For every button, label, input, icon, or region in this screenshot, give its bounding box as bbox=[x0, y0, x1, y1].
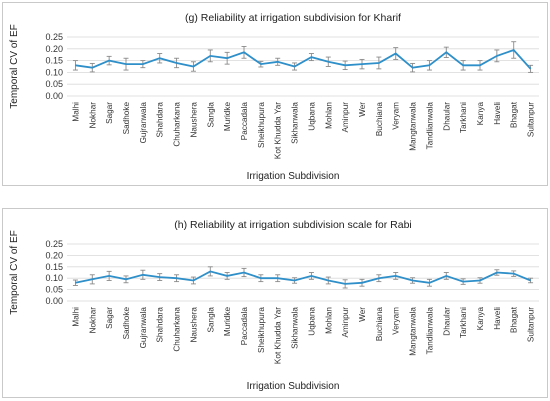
x-tick-label: Haveli bbox=[493, 102, 502, 125]
chart-panel-rabi: (h) Reliability at irrigation subdivisio… bbox=[2, 208, 548, 398]
x-tick-label: Sikhanwala bbox=[291, 307, 300, 349]
y-tick-label: 0.10 bbox=[45, 67, 63, 77]
chart-title: (g) Reliability at irrigation subdivisio… bbox=[185, 12, 401, 24]
x-tick-label: Wer bbox=[358, 102, 367, 117]
x-tick-label: Dhaular bbox=[442, 307, 451, 336]
x-tick-label: Dhaular bbox=[442, 102, 451, 131]
x-tick-label: Muridke bbox=[223, 102, 232, 132]
y-tick-label: 0.00 bbox=[45, 91, 63, 101]
x-tick-label: Chuharkana bbox=[173, 102, 182, 147]
x-tick-label: Kot Khudda Yar bbox=[274, 102, 283, 159]
x-tick-label: Aminpur bbox=[341, 102, 350, 133]
y-tick-label: 0.20 bbox=[45, 250, 63, 260]
x-tick-label: Gujranwala bbox=[139, 102, 148, 144]
x-tick-label: Sultanpur bbox=[527, 102, 536, 137]
y-tick-label: 0.15 bbox=[45, 262, 63, 272]
x-tick-label: Tarkhani bbox=[459, 307, 468, 338]
x-tick-label: Sangla bbox=[206, 102, 215, 128]
x-axis-label: Irrigation Subdivision bbox=[247, 171, 340, 182]
chart-panel-kharif: (g) Reliability at irrigation subdivisio… bbox=[2, 2, 548, 186]
y-tick-label: 0.15 bbox=[45, 56, 63, 66]
x-tick-label: Kanya bbox=[476, 307, 485, 331]
x-tick-label: Bhagat bbox=[510, 101, 519, 128]
x-tick-label: Haveli bbox=[493, 307, 502, 330]
y-tick-label: 0.05 bbox=[45, 285, 63, 295]
x-tick-label: Uqbana bbox=[307, 307, 316, 336]
x-tick-label: Shahdara bbox=[156, 307, 165, 343]
x-tick-label: Bhagat bbox=[510, 306, 519, 333]
x-tick-label: Mohlan bbox=[324, 307, 333, 334]
x-tick-label: Sheikhupura bbox=[257, 307, 266, 353]
series-line bbox=[75, 270, 531, 285]
x-tick-label: Naushera bbox=[189, 307, 198, 343]
rabi-chart: (h) Reliability at irrigation subdivisio… bbox=[9, 219, 539, 392]
x-tick-label: Kot Khudda Yar bbox=[274, 307, 283, 364]
x-tick-label: Buchiana bbox=[375, 307, 384, 342]
x-tick-label: Sheikhupura bbox=[257, 102, 266, 148]
x-tick-label: Tandlianwala bbox=[425, 307, 434, 355]
x-tick-label: Sangla bbox=[206, 307, 215, 333]
y-tick-label: 0.00 bbox=[45, 296, 63, 306]
y-tick-label: 0.25 bbox=[45, 239, 63, 249]
x-tick-label: Veryam bbox=[392, 307, 401, 335]
x-tick-label: Sagar bbox=[105, 307, 114, 329]
x-tick-label: Paccadala bbox=[240, 102, 249, 141]
x-tick-label: Muridke bbox=[223, 307, 232, 337]
x-tick-label: Buchiana bbox=[375, 102, 384, 137]
x-tick-label: Chuharkana bbox=[173, 307, 182, 352]
x-tick-label: Aminpur bbox=[341, 307, 350, 338]
x-tick-label: Malhi bbox=[71, 102, 80, 122]
kharif-chart: (g) Reliability at irrigation subdivisio… bbox=[9, 12, 539, 182]
x-tick-label: Sikhanwala bbox=[291, 102, 300, 144]
x-tick-label: Mangtanwala bbox=[409, 102, 418, 151]
x-tick-label: Nokhar bbox=[88, 102, 97, 129]
x-tick-label: Naushera bbox=[189, 102, 198, 138]
x-tick-label: Shahdara bbox=[156, 102, 165, 138]
chart-title: (h) Reliability at irrigation subdivisio… bbox=[174, 219, 412, 231]
x-tick-label: Mangtanwala bbox=[409, 307, 418, 356]
y-tick-label: 0.25 bbox=[45, 32, 63, 42]
x-tick-label: Sagar bbox=[105, 102, 114, 124]
x-axis-label: Irrigation Subdivision bbox=[247, 381, 340, 392]
x-tick-label: Sadhoke bbox=[122, 307, 131, 340]
x-tick-label: Mohlan bbox=[324, 102, 333, 129]
x-tick-label: Uqbana bbox=[307, 102, 316, 131]
y-tick-label: 0.05 bbox=[45, 79, 63, 89]
y-axis-label: Temporal CV of EF bbox=[9, 230, 20, 314]
x-tick-label: Nokhar bbox=[88, 307, 97, 334]
x-tick-label: Wer bbox=[358, 307, 367, 322]
x-tick-label: Tandlianwala bbox=[425, 102, 434, 150]
x-tick-label: Paccadala bbox=[240, 307, 249, 346]
x-tick-label: Malhi bbox=[71, 307, 80, 327]
x-tick-label: Gujranwala bbox=[139, 307, 148, 349]
y-tick-label: 0.20 bbox=[45, 44, 63, 54]
x-tick-label: Sultanpur bbox=[527, 307, 536, 342]
y-tick-label: 0.10 bbox=[45, 273, 63, 283]
series-line bbox=[75, 48, 532, 70]
x-tick-label: Kanya bbox=[476, 102, 485, 126]
x-tick-label: Sadhoke bbox=[122, 102, 131, 135]
x-tick-label: Veryam bbox=[392, 102, 401, 130]
y-axis-label: Temporal CV of EF bbox=[9, 24, 20, 108]
x-tick-label: Tarkhani bbox=[459, 102, 468, 133]
